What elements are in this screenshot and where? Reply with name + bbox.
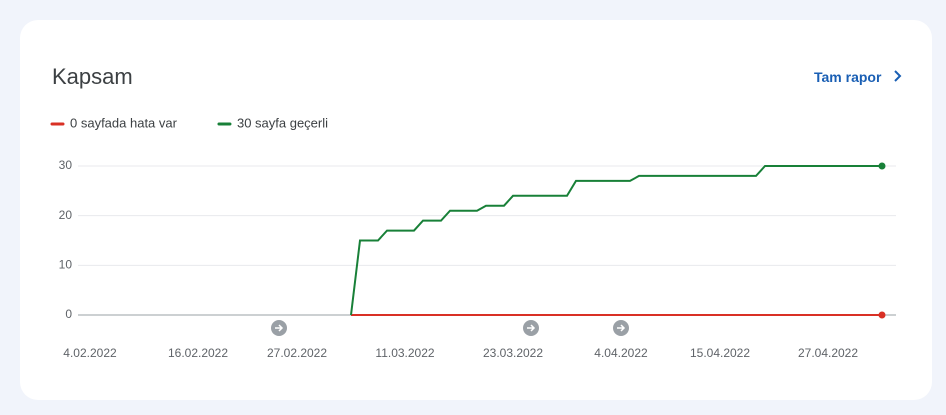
end-point <box>878 162 886 170</box>
x-tick-label: 15.04.2022 <box>690 346 750 360</box>
card-title: Kapsam <box>52 64 133 89</box>
y-tick-label: 30 <box>59 158 73 172</box>
x-tick-label: 11.03.2022 <box>375 346 434 360</box>
x-tick-label: 27.02.2022 <box>267 346 327 360</box>
legend-label: 0 sayfada hata var <box>70 115 178 130</box>
annotation-arrow <box>275 324 284 332</box>
x-tick-label: 4.04.2022 <box>594 346 648 360</box>
y-tick-label: 0 <box>65 307 72 321</box>
chevron[interactable] <box>894 70 902 82</box>
annotation-arrow <box>617 324 626 332</box>
x-tick-label: 4.02.2022 <box>63 346 117 360</box>
full-report-link[interactable]: Tam rapor <box>814 69 882 85</box>
annotations <box>271 320 629 336</box>
legend-label: 30 sayfa geçerli <box>237 115 328 130</box>
y-tick-label: 20 <box>59 208 73 222</box>
series-line <box>350 165 882 316</box>
x-tick-label: 27.04.2022 <box>798 346 858 360</box>
annotation-arrow <box>527 324 536 332</box>
x-tick-label: 16.02.2022 <box>168 346 228 360</box>
x-tick-label: 23.03.2022 <box>483 346 543 360</box>
end-point <box>878 311 886 319</box>
y-tick-label: 10 <box>59 258 73 272</box>
